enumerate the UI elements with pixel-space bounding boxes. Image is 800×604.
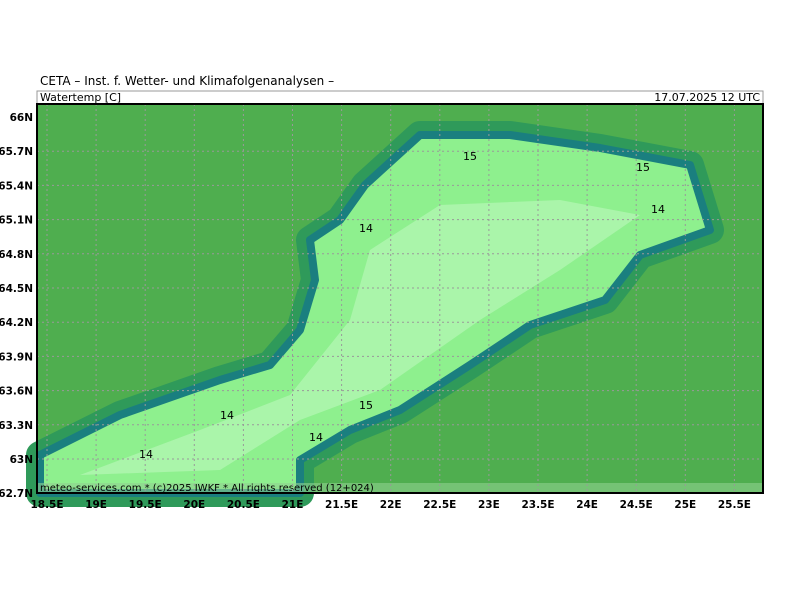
lat-label: 63N bbox=[10, 454, 33, 466]
lon-label: 25E bbox=[674, 499, 696, 511]
lon-label: 20.5E bbox=[227, 499, 260, 511]
lat-label: 65.1N bbox=[0, 215, 33, 227]
lon-label: 25.5E bbox=[718, 499, 751, 511]
contour-label: 15 bbox=[463, 150, 477, 163]
footer-bar bbox=[37, 483, 763, 493]
lat-label: 65.4N bbox=[0, 180, 33, 192]
lat-label: 63.9N bbox=[0, 351, 33, 363]
contour-label: 15 bbox=[359, 399, 373, 412]
contour-label: 14 bbox=[220, 409, 234, 422]
title: CETA – Inst. f. Wetter- und Klimafolgena… bbox=[40, 74, 334, 88]
lon-label: 23E bbox=[478, 499, 500, 511]
warm-sea bbox=[80, 200, 640, 475]
lat-label: 64.2N bbox=[0, 317, 33, 329]
variable: Watertemp [C] bbox=[40, 91, 121, 104]
lon-label: 19E bbox=[85, 499, 107, 511]
contour-label: 14 bbox=[139, 448, 153, 461]
lat-label: 63.3N bbox=[0, 420, 33, 432]
footer: meteo-services.com * (c)2025 IWKF * All … bbox=[40, 483, 374, 494]
lon-label: 22.5E bbox=[423, 499, 456, 511]
contour-label: 14 bbox=[359, 222, 373, 235]
lon-label: 19.5E bbox=[129, 499, 162, 511]
lat-label: 63.6N bbox=[0, 386, 33, 398]
valid-time: 17.07.2025 12 UTC bbox=[654, 91, 760, 104]
lon-label: 21.5E bbox=[325, 499, 358, 511]
lon-label: 23.5E bbox=[521, 499, 554, 511]
lon-label: 24E bbox=[576, 499, 598, 511]
lon-label: 22E bbox=[380, 499, 402, 511]
lat-label: 65.7N bbox=[0, 146, 33, 158]
lat-label: 64.8N bbox=[0, 249, 33, 261]
lat-label: 62.7N bbox=[0, 488, 33, 500]
contour-label: 14 bbox=[309, 431, 323, 444]
lat-label: 64.5N bbox=[0, 283, 33, 295]
lon-label: 20E bbox=[183, 499, 205, 511]
lon-label: 18.5E bbox=[30, 499, 63, 511]
lon-label: 24.5E bbox=[620, 499, 653, 511]
contour-label: 14 bbox=[651, 203, 665, 216]
lon-label: 21E bbox=[282, 499, 304, 511]
frame bbox=[36, 103, 764, 494]
grid bbox=[37, 104, 763, 493]
contour-label: 15 bbox=[636, 161, 650, 174]
lat-label: 66N bbox=[10, 112, 33, 124]
